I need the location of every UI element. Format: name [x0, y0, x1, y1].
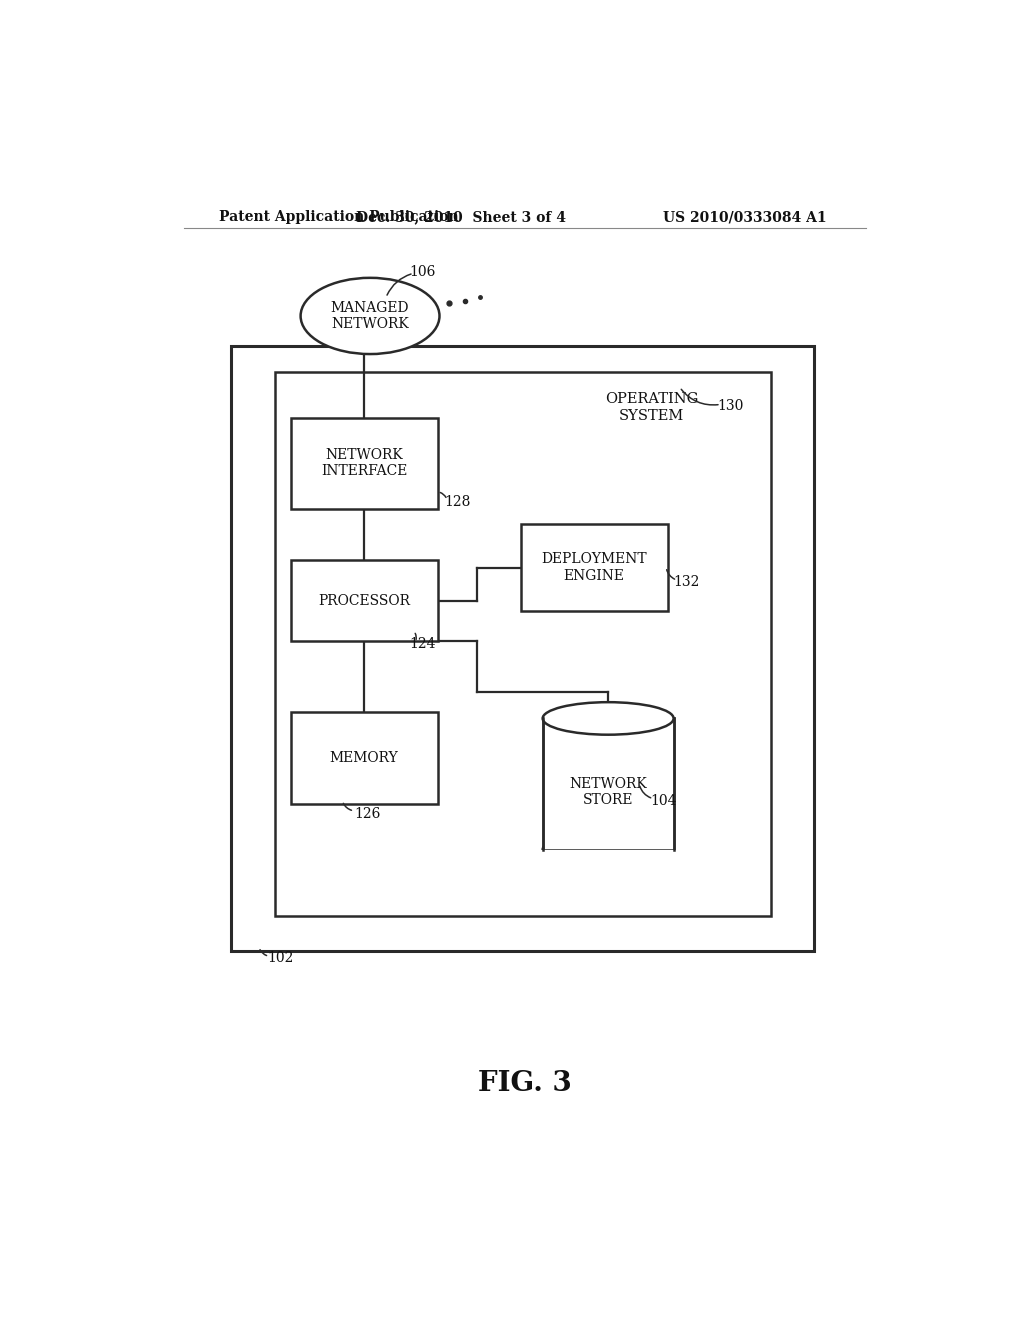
Ellipse shape — [543, 833, 674, 866]
Text: 124: 124 — [410, 638, 436, 651]
Text: 132: 132 — [673, 576, 699, 589]
Text: 104: 104 — [650, 793, 677, 808]
Text: NETWORK
STORE: NETWORK STORE — [569, 777, 647, 808]
Bar — [231, 346, 814, 952]
Ellipse shape — [543, 702, 674, 735]
Bar — [291, 417, 437, 510]
Text: MANAGED
NETWORK: MANAGED NETWORK — [331, 301, 410, 331]
Text: US 2010/0333084 A1: US 2010/0333084 A1 — [663, 210, 826, 224]
Text: MEMORY: MEMORY — [330, 751, 398, 766]
Text: FIG. 3: FIG. 3 — [478, 1069, 571, 1097]
Text: NETWORK
INTERFACE: NETWORK INTERFACE — [321, 449, 408, 478]
Bar — [535, 850, 682, 882]
Text: Dec. 30, 2010  Sheet 3 of 4: Dec. 30, 2010 Sheet 3 of 4 — [356, 210, 566, 224]
Ellipse shape — [301, 277, 439, 354]
Text: Patent Application Publication: Patent Application Publication — [219, 210, 459, 224]
Bar — [274, 372, 771, 916]
Text: DEPLOYMENT
ENGINE: DEPLOYMENT ENGINE — [542, 552, 647, 582]
Bar — [291, 713, 437, 804]
Text: 128: 128 — [443, 495, 470, 510]
Bar — [521, 524, 668, 611]
Text: PROCESSOR: PROCESSOR — [318, 594, 410, 607]
Text: 130: 130 — [717, 400, 743, 413]
Text: OPERATING
SYSTEM: OPERATING SYSTEM — [605, 392, 698, 422]
Text: 106: 106 — [410, 265, 436, 280]
Text: 102: 102 — [267, 952, 293, 965]
Bar — [291, 560, 437, 642]
Text: 126: 126 — [354, 807, 381, 821]
Bar — [543, 718, 674, 850]
